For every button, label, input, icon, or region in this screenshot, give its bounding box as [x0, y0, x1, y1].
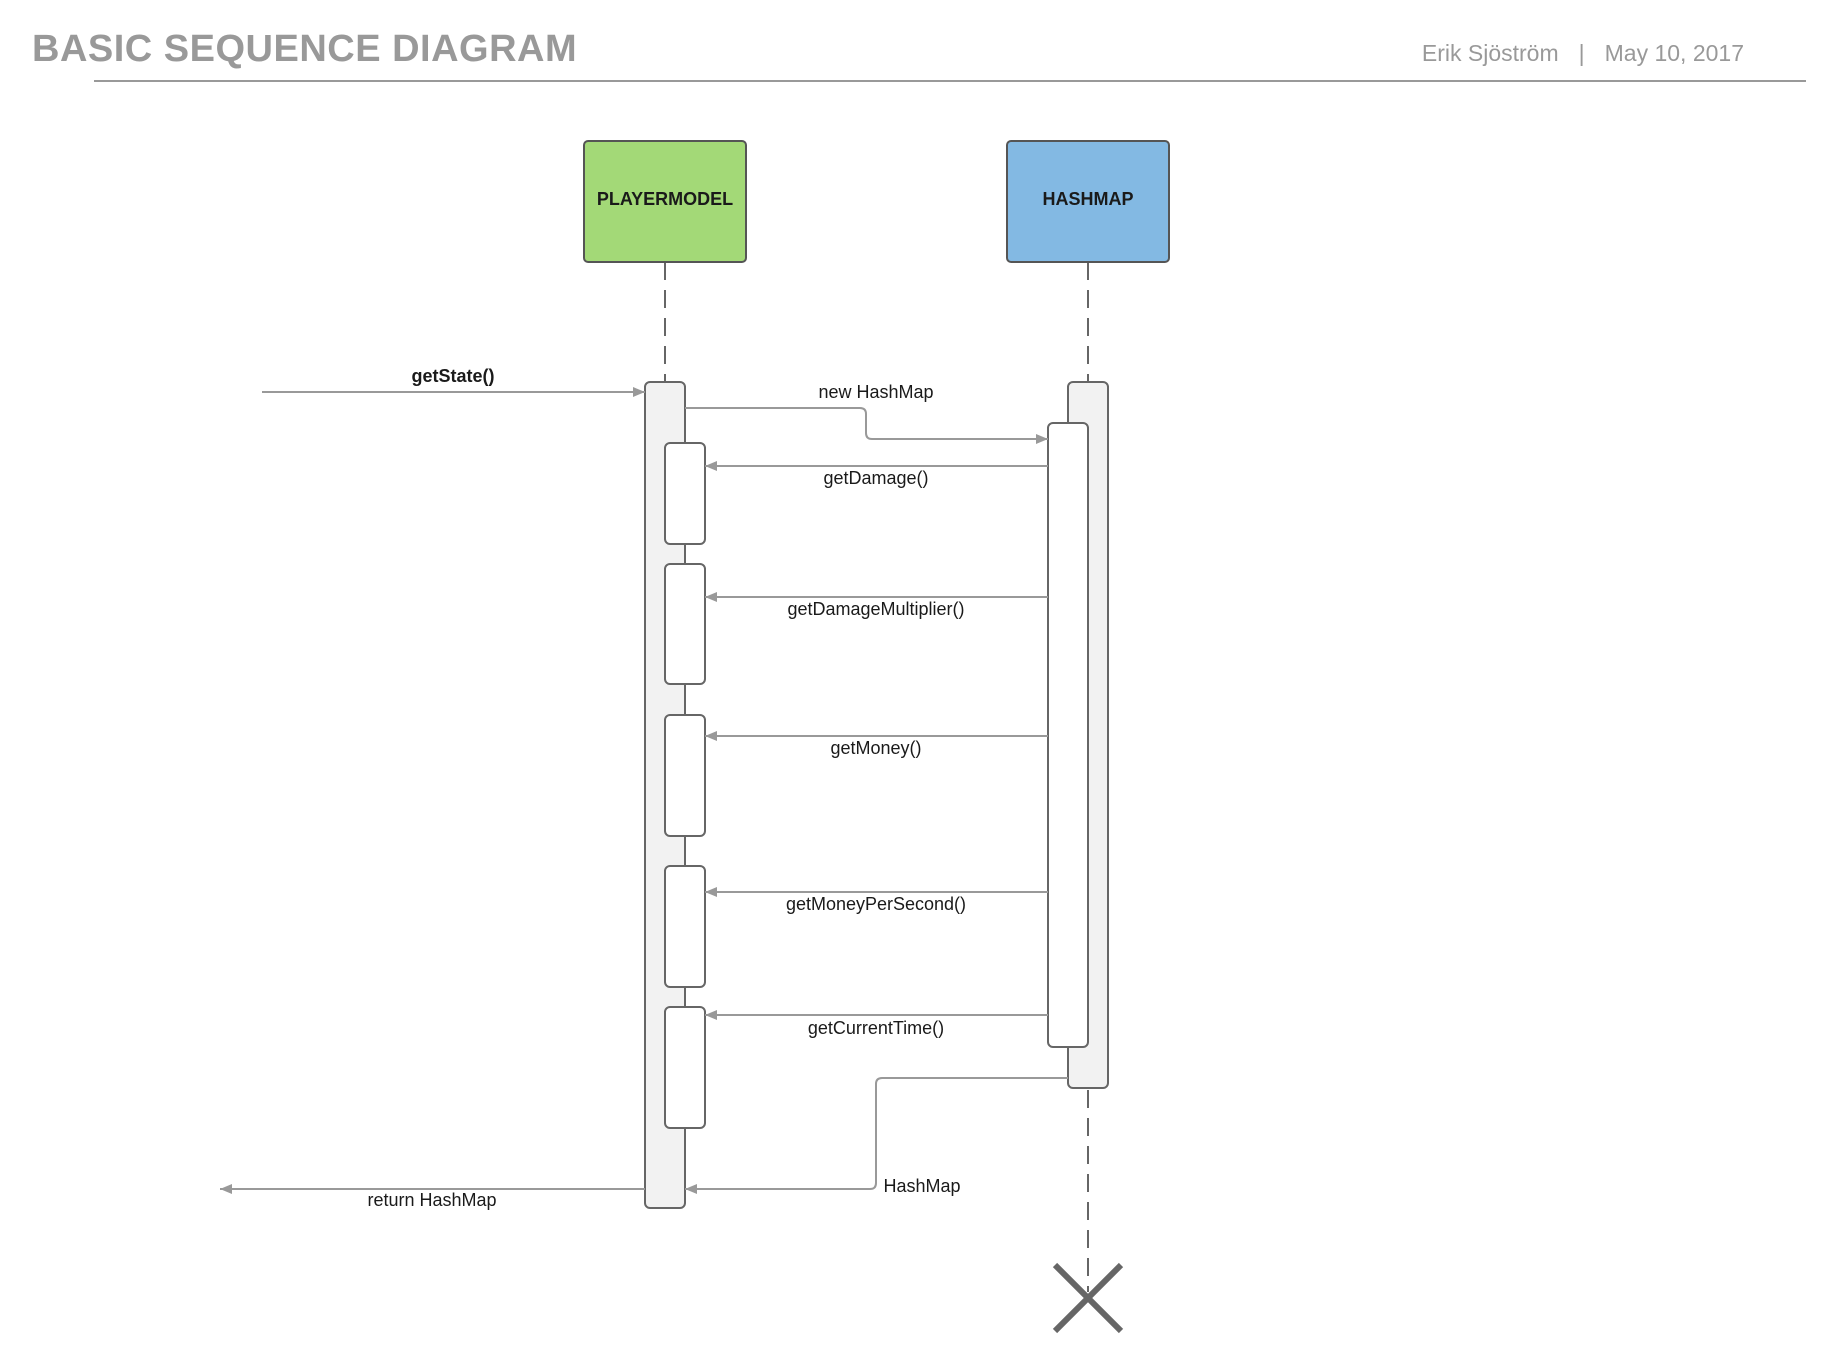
nested-activation: [664, 1006, 706, 1129]
nested-activation: [664, 865, 706, 988]
nested-activation: [664, 442, 706, 545]
nested-activation: [664, 563, 706, 685]
destroy-marker-icon: [1052, 1262, 1124, 1334]
header-meta: Erik Sjöström | May 10, 2017: [1422, 40, 1744, 67]
meta-separator: |: [1578, 40, 1585, 66]
header-rule: [94, 80, 1806, 82]
message-get-money: getMoney(): [705, 731, 1048, 758]
message-get-damage-multiplier: getDamageMultiplier(): [705, 592, 1048, 619]
author-name: Erik Sjöström: [1421, 40, 1559, 66]
message-get-current-time: getCurrentTime(): [705, 1010, 1048, 1038]
participant-box: [1006, 140, 1170, 263]
message-label: getState(): [411, 366, 494, 386]
message-hashmap-return: HashMap: [685, 1077, 1068, 1196]
message-label: getMoney(): [830, 738, 921, 758]
message-return-hashmap: return HashMap: [220, 1184, 645, 1210]
message-label: new HashMap: [818, 382, 933, 402]
page-title: BASIC SEQUENCE DIAGRAM: [32, 28, 578, 70]
participant-label: HASHMAP: [1042, 189, 1133, 209]
message-get-state: getState(): [262, 366, 645, 397]
message-new-hashmap: new HashMap: [685, 382, 1048, 444]
message-label: getMoneyPerSecond(): [786, 894, 966, 914]
message-label: getCurrentTime(): [808, 1018, 944, 1038]
message-arrow: [685, 407, 1048, 444]
message-arrow: [685, 1077, 1068, 1194]
message-label: HashMap: [883, 1176, 960, 1196]
participant-box: [583, 140, 747, 263]
message-get-damage: getDamage(): [705, 461, 1048, 488]
participant-playermodel: PLAYERMODEL: [583, 140, 747, 263]
message-label: getDamage(): [823, 468, 928, 488]
message-label: return HashMap: [367, 1190, 496, 1210]
nested-activation-hashmap: [1047, 422, 1089, 1048]
document-date: May 10, 2017: [1604, 40, 1744, 66]
message-label: getDamageMultiplier(): [787, 599, 964, 619]
participant-hashmap: HASHMAP: [1006, 140, 1170, 263]
nested-activation: [664, 714, 706, 837]
participant-label: PLAYERMODEL: [597, 189, 733, 209]
message-get-money-per-second: getMoneyPerSecond(): [705, 887, 1048, 914]
